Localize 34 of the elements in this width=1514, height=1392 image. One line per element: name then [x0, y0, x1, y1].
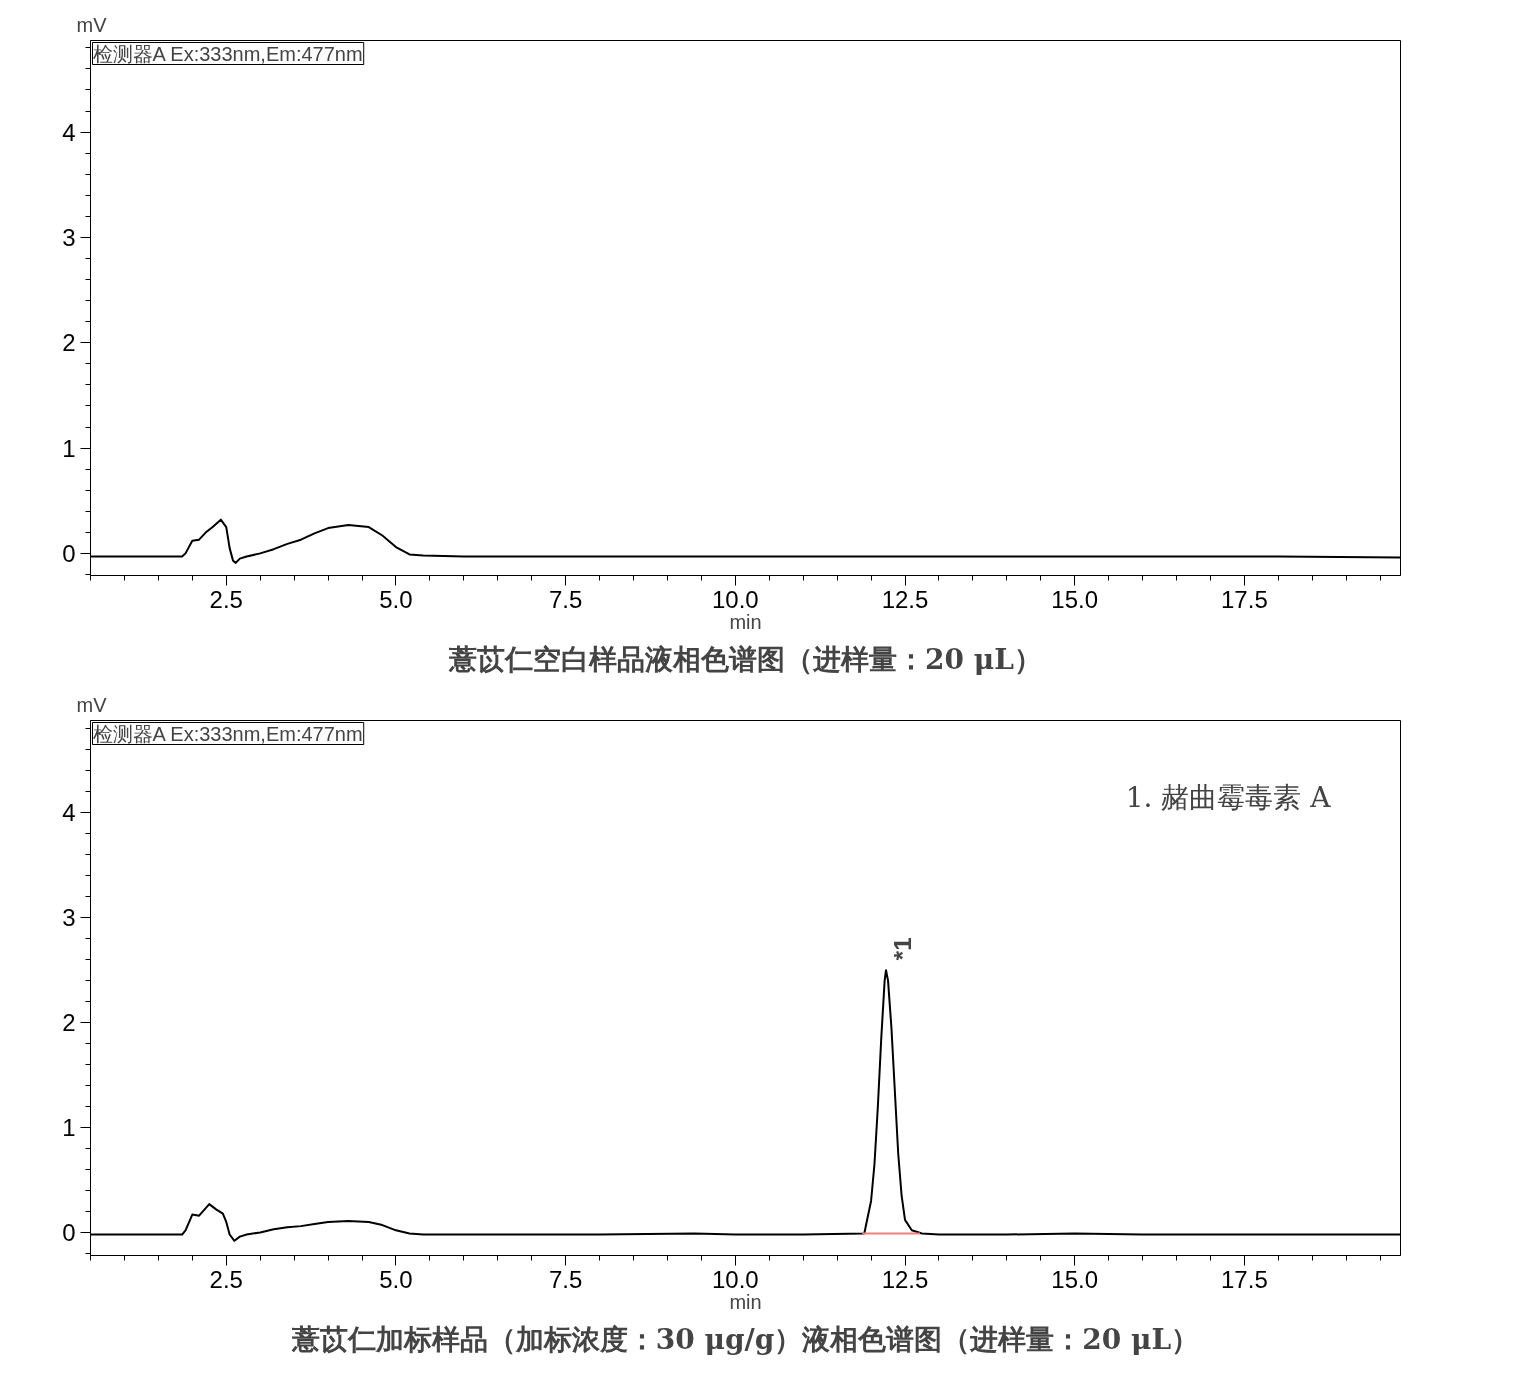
annotation: 检测器A Ex:333nm,Em:477nm	[92, 42, 363, 65]
x-tick-label: 7.5	[548, 585, 583, 613]
y-tick-label: 3	[62, 223, 76, 251]
x-tick-label: 5.0	[379, 1265, 413, 1293]
annotation: *1	[889, 937, 916, 961]
x-tick-label: 12.5	[881, 585, 929, 613]
text: 薏苡仁加标样品（加标浓度：30 μg/g）液相色谱图（进样量：20 μL）	[290, 1322, 1200, 1356]
x-tick-label: 2.5	[209, 585, 243, 613]
x-tick-label: 2.5	[209, 1265, 243, 1293]
x-axis-title: min	[729, 610, 762, 633]
x-tick-label: 5.0	[379, 585, 413, 613]
x-tick-label: 17.5	[1221, 585, 1268, 613]
y-tick-label: 2	[62, 1009, 76, 1037]
x-tick-label: 15.0	[1051, 585, 1099, 613]
x-tick-label: 12.5	[881, 1265, 929, 1293]
y-tick-label: 3	[62, 904, 76, 932]
x-tick-label: 15.0	[1051, 1265, 1099, 1293]
annotation: 检测器A Ex:333nm,Em:477nm	[92, 722, 363, 745]
y-tick-label: 4	[62, 118, 76, 146]
y-tick-label: 0	[62, 539, 76, 567]
y-tick-label: 2	[62, 329, 76, 357]
x-tick-label: 17.5	[1221, 1265, 1268, 1293]
x-tick-label: 10.0	[711, 1265, 759, 1293]
x-tick-label: 7.5	[548, 1265, 583, 1293]
x-axis-title: min	[729, 1290, 762, 1313]
y-tick-label: 1	[62, 434, 76, 462]
y-axis-title: mV	[76, 13, 108, 36]
text: 薏苡仁空白样品液相色谱图（进样量：20 μL）	[448, 642, 1042, 676]
y-tick-label: 0	[62, 1218, 76, 1246]
x-tick-label: 10.0	[711, 585, 759, 613]
y-axis-title: mV	[76, 693, 108, 716]
y-tick-label: 4	[62, 799, 76, 827]
y-tick-label: 1	[62, 1114, 76, 1142]
annotation: 1. 赭曲霉毒素 A	[1125, 780, 1332, 814]
